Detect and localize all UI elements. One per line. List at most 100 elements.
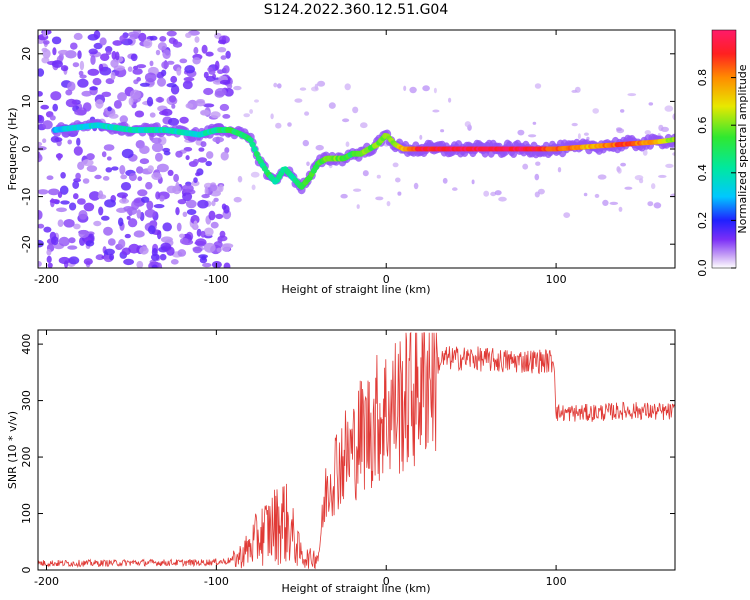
noise-blob [193,46,199,55]
noise-blob [149,60,154,67]
noise-blob [176,222,182,232]
noise-blob [583,192,588,197]
colorbar-label: Normalized spectral amplitude [736,64,749,233]
noise-blob [78,229,89,239]
noise-blob [203,87,214,96]
x-tick-label: -100 [204,575,229,588]
y-tick-label: 300 [20,390,33,411]
colorbar-tick-label: 0.2 [696,212,709,230]
noise-blob [100,53,110,61]
noise-blob [176,67,182,76]
noise-blob [177,199,187,205]
noise-blob [48,188,60,196]
noise-blob [88,48,98,55]
noise-blob [353,188,362,192]
noise-blob [210,221,219,229]
noise-blob [59,185,69,195]
noise-blob [294,98,303,103]
noise-blob [159,110,169,116]
noise-blob [221,203,227,210]
noise-blob [670,193,675,197]
y-tick-label: -20 [20,235,33,253]
noise-blob [106,156,112,161]
noise-blob [68,256,80,265]
noise-blob [46,255,52,263]
noise-blob [76,137,81,146]
noise-blob [90,55,96,65]
noise-blob [146,200,154,210]
noise-blob [617,167,622,174]
noise-blob [620,109,625,113]
noise-blob [362,170,369,177]
noise-blob [190,214,200,225]
noise-blob [170,259,179,265]
noise-blob [251,184,256,191]
noise-blob [517,129,525,136]
noise-blob [128,243,140,254]
noise-blob [129,89,141,100]
noise-blob [136,209,142,219]
noise-blob [101,91,112,98]
noise-blob [208,210,216,221]
noise-blob [136,64,147,69]
noise-blob [182,184,194,193]
noise-blob [72,62,80,68]
noise-blob [209,184,218,192]
noise-blob [151,137,162,144]
noise-blob [58,256,71,265]
noise-blob [83,202,95,212]
noise-blob [471,179,475,185]
x-tick-label: -200 [34,575,59,588]
noise-blob [67,81,76,92]
noise-blob [225,50,231,59]
noise-blob [156,163,169,173]
noise-blob [183,76,195,82]
noise-blob [192,57,201,65]
colorbar: 0.0 0.2 0.4 0.6 0.8 Normalized spectral ampl… [696,29,749,277]
noise-blob [222,114,231,119]
noise-blob [148,225,156,235]
noise-blob [157,136,167,146]
y-tick-label: 10 [20,94,33,108]
noise-blob [184,65,196,74]
noise-blob [340,193,348,199]
noise-blob [175,150,183,158]
noise-blob [195,100,206,107]
noise-blob [328,102,336,109]
noise-blob [38,91,43,97]
noise-blob [122,206,135,212]
noise-blob [38,223,45,229]
noise-blob [219,230,226,238]
noise-blob [38,261,42,267]
noise-blob [201,255,207,261]
noise-blob [75,172,81,180]
noise-blob [98,190,104,199]
noise-blob [179,116,189,124]
noise-blob [93,30,101,39]
noise-blob [224,88,234,97]
noise-blob [151,253,160,261]
noise-blob [185,32,192,38]
noise-blob [51,36,62,45]
noise-blob [194,36,200,43]
noise-blob [92,77,102,86]
noise-blob [220,55,227,60]
noise-blob [452,187,458,191]
noise-blob [203,242,216,253]
noise-blob [311,86,319,92]
noise-blob [107,106,112,112]
noise-blob [126,215,131,220]
noise-blob [38,210,43,220]
x-tick-label: 0 [383,575,390,588]
noise-blob [93,42,103,50]
noise-blob [77,50,82,59]
noise-blob [124,233,131,239]
noise-blob [139,158,150,165]
noise-blob [191,180,200,187]
noise-blob [299,87,307,91]
noise-blob [210,111,221,119]
noise-blob [159,36,167,42]
noise-blob [38,153,43,163]
noise-blob [136,166,144,174]
noise-blob [218,184,224,193]
